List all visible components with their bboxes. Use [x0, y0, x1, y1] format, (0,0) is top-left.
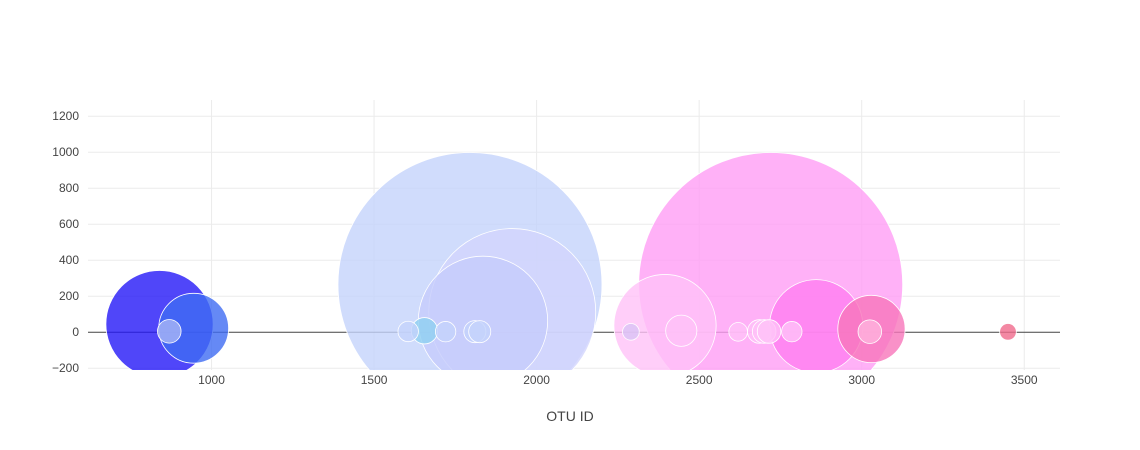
bubble-marker[interactable] [397, 320, 419, 343]
y-tick-label: −200 [52, 361, 79, 375]
y-tick-label: 0 [72, 325, 79, 339]
y-tick-label: 200 [59, 289, 79, 303]
x-axis-ticks: 1000 1500 2000 2500 3000 3500 [198, 373, 1038, 387]
x-tick-label: 2500 [686, 373, 713, 387]
y-tick-label: 1200 [52, 109, 79, 123]
y-tick-label: 800 [59, 181, 79, 195]
x-tick-label: 1000 [198, 373, 225, 387]
bubble-marker[interactable] [468, 320, 492, 344]
x-tick-label: 3500 [1011, 373, 1038, 387]
bubble-marker[interactable] [434, 321, 457, 343]
bubble-marker[interactable] [756, 319, 782, 344]
y-tick-label: 400 [59, 253, 79, 267]
y-tick-label: 600 [59, 217, 79, 231]
x-tick-label: 1500 [361, 373, 388, 387]
bubble-marker[interactable] [622, 323, 640, 341]
y-axis-ticks: −200 0 200 400 600 800 1000 1200 [52, 109, 79, 375]
x-tick-label: 3000 [848, 373, 875, 387]
bubble-marker[interactable] [157, 319, 182, 344]
bubble-marker[interactable] [613, 274, 717, 376]
bubble-marker[interactable] [728, 322, 748, 342]
bubble-marker[interactable] [999, 323, 1017, 341]
bubble-layer [105, 152, 1017, 376]
x-tick-label: 2000 [523, 373, 550, 387]
y-tick-label: 1000 [52, 145, 79, 159]
bubble-marker[interactable] [665, 314, 698, 347]
x-axis-title: OTU ID [546, 408, 593, 424]
bubble-marker[interactable] [781, 321, 803, 343]
bubble-marker[interactable] [857, 319, 883, 344]
